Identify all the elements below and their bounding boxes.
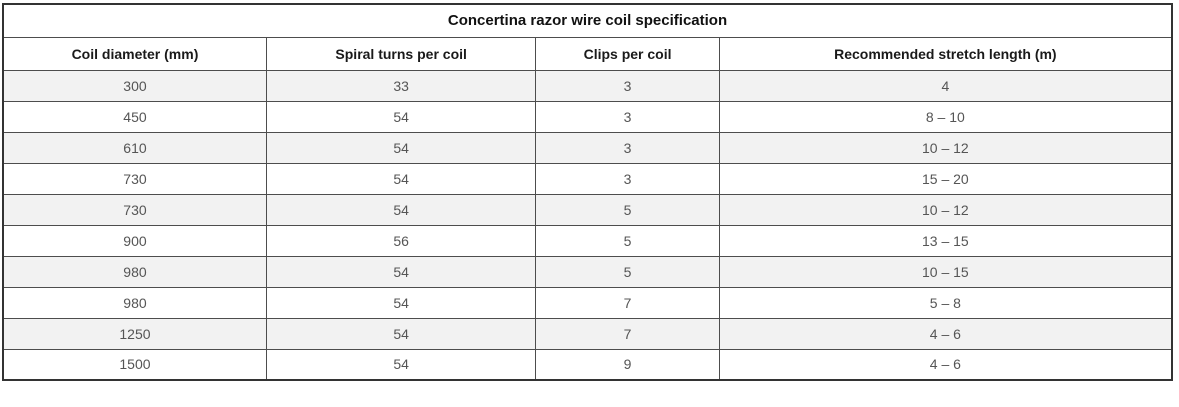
column-header-stretch-length: Recommended stretch length (m) xyxy=(718,36,1173,71)
cell-clips-per-coil: 3 xyxy=(535,131,720,164)
cell-stretch-length: 4 xyxy=(718,69,1173,102)
cell-stretch-length: 5 – 8 xyxy=(718,286,1173,319)
cell-stretch-length: 10 – 12 xyxy=(718,131,1173,164)
cell-coil-diameter: 450 xyxy=(2,100,267,133)
concertina-spec-table: Concertina razor wire coil specification… xyxy=(2,3,1173,381)
cell-stretch-length: 13 – 15 xyxy=(718,224,1173,257)
cell-spiral-turns: 54 xyxy=(265,286,537,319)
cell-spiral-turns: 33 xyxy=(265,69,537,102)
table-row: 900 56 5 13 – 15 xyxy=(2,224,1173,257)
cell-spiral-turns: 54 xyxy=(265,255,537,288)
column-header-spiral-turns: Spiral turns per coil xyxy=(265,36,537,71)
cell-coil-diameter: 1250 xyxy=(2,317,267,350)
table-row: 450 54 3 8 – 10 xyxy=(2,100,1173,133)
cell-clips-per-coil: 5 xyxy=(535,255,720,288)
table-row: 300 33 3 4 xyxy=(2,69,1173,102)
table-row: 1500 54 9 4 – 6 xyxy=(2,348,1173,381)
cell-coil-diameter: 730 xyxy=(2,162,267,195)
cell-coil-diameter: 980 xyxy=(2,286,267,319)
table-row: 980 54 7 5 – 8 xyxy=(2,286,1173,319)
table-body: 300 33 3 4 450 54 3 8 – 10 610 54 3 10 – 12 730 54 3 15… xyxy=(2,69,1173,381)
cell-clips-per-coil: 7 xyxy=(535,317,720,350)
table-title-row: Concertina razor wire coil specification xyxy=(2,3,1173,38)
cell-spiral-turns: 54 xyxy=(265,100,537,133)
cell-coil-diameter: 300 xyxy=(2,69,267,102)
cell-clips-per-coil: 3 xyxy=(535,100,720,133)
cell-spiral-turns: 54 xyxy=(265,348,537,381)
cell-clips-per-coil: 9 xyxy=(535,348,720,381)
cell-stretch-length: 10 – 12 xyxy=(718,193,1173,226)
cell-coil-diameter: 900 xyxy=(2,224,267,257)
cell-clips-per-coil: 5 xyxy=(535,193,720,226)
column-header-clips-per-coil: Clips per coil xyxy=(535,36,720,71)
cell-spiral-turns: 54 xyxy=(265,131,537,164)
cell-coil-diameter: 610 xyxy=(2,131,267,164)
cell-clips-per-coil: 7 xyxy=(535,286,720,319)
table-row: 980 54 5 10 – 15 xyxy=(2,255,1173,288)
cell-coil-diameter: 980 xyxy=(2,255,267,288)
cell-stretch-length: 8 – 10 xyxy=(718,100,1173,133)
cell-clips-per-coil: 5 xyxy=(535,224,720,257)
cell-clips-per-coil: 3 xyxy=(535,69,720,102)
table-row: 730 54 3 15 – 20 xyxy=(2,162,1173,195)
spec-table-container: Concertina razor wire coil specification… xyxy=(2,3,1173,381)
table-row: 730 54 5 10 – 12 xyxy=(2,193,1173,226)
cell-spiral-turns: 54 xyxy=(265,162,537,195)
cell-spiral-turns: 54 xyxy=(265,317,537,350)
cell-spiral-turns: 54 xyxy=(265,193,537,226)
cell-stretch-length: 10 – 15 xyxy=(718,255,1173,288)
table-row: 1250 54 7 4 – 6 xyxy=(2,317,1173,350)
cell-clips-per-coil: 3 xyxy=(535,162,720,195)
cell-spiral-turns: 56 xyxy=(265,224,537,257)
table-row: 610 54 3 10 – 12 xyxy=(2,131,1173,164)
cell-coil-diameter: 1500 xyxy=(2,348,267,381)
cell-stretch-length: 4 – 6 xyxy=(718,317,1173,350)
column-header-coil-diameter: Coil diameter (mm) xyxy=(2,36,267,71)
cell-stretch-length: 4 – 6 xyxy=(718,348,1173,381)
cell-coil-diameter: 730 xyxy=(2,193,267,226)
cell-stretch-length: 15 – 20 xyxy=(718,162,1173,195)
table-header-row: Coil diameter (mm) Spiral turns per coil… xyxy=(2,36,1173,71)
table-title: Concertina razor wire coil specification xyxy=(2,3,1173,38)
